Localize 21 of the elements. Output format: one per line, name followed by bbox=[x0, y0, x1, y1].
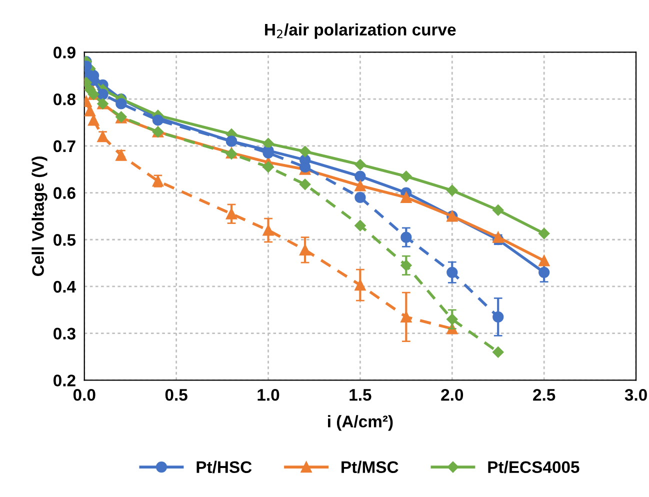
y-tick-label: 0.5 bbox=[54, 234, 76, 246]
x-axis-title: i (A/cm²) bbox=[328, 415, 393, 431]
chart-title: H$_{2}$/air polarization curve bbox=[265, 23, 456, 39]
x-tick-label: 1.5 bbox=[350, 389, 372, 401]
legend-label: Pt/MSC bbox=[342, 460, 398, 474]
y-tick-label: 0.9 bbox=[54, 46, 76, 58]
y-tick-label: 0.4 bbox=[54, 280, 76, 293]
x-tick-label: 0.5 bbox=[165, 388, 188, 401]
legend-label: Pt/ECS4005 bbox=[488, 460, 580, 474]
y-tick-label: 0.7 bbox=[54, 140, 76, 152]
x-tick-label: 3.0 bbox=[624, 388, 647, 401]
y-tick-label: 0.2 bbox=[54, 374, 76, 386]
x-tick-label: 1.0 bbox=[258, 388, 280, 401]
y-axis-title: Cell Voltage (V) bbox=[32, 156, 48, 276]
y-tick-label: 0.8 bbox=[54, 93, 76, 106]
y-tick-label: 0.3 bbox=[54, 328, 76, 340]
legend-label: Pt/HSC bbox=[196, 460, 252, 474]
x-tick-label: 0.0 bbox=[73, 388, 96, 401]
y-tick-label: 0.6 bbox=[54, 187, 76, 199]
x-tick-label: 2.5 bbox=[533, 388, 556, 401]
x-tick-label: 2.0 bbox=[441, 388, 464, 401]
